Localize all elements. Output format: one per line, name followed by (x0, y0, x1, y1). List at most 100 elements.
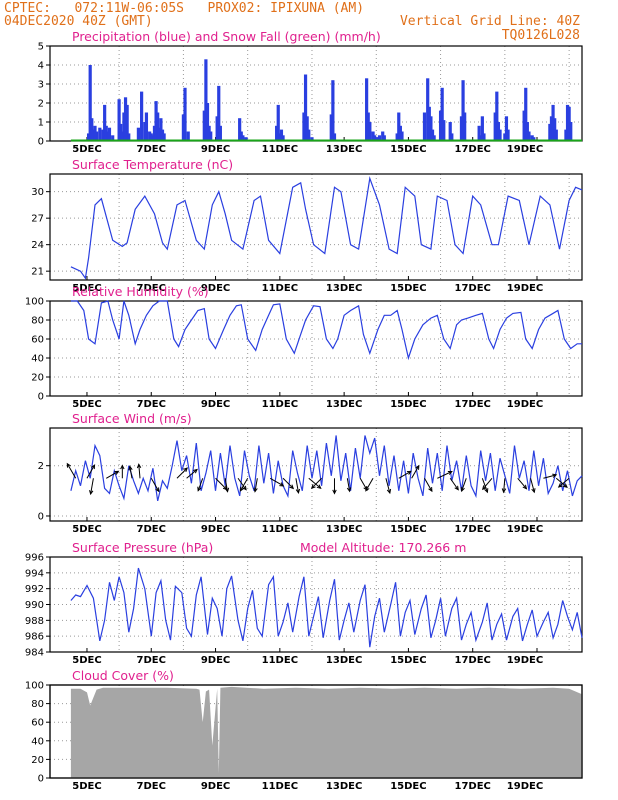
y-tick-label: 4 (38, 61, 44, 72)
wind-arrow (501, 478, 507, 494)
precip-bar (125, 104, 129, 141)
wind-arrow-head (406, 470, 412, 475)
y-tick-label: 60 (31, 335, 44, 346)
y-tick-label: 0 (38, 774, 44, 785)
precip-bar (127, 133, 131, 141)
precip-bar (205, 103, 210, 141)
precip-bar (156, 112, 160, 141)
x-tick-label: 7DEC (137, 524, 166, 535)
precip-bar (101, 129, 105, 141)
x-tick-label: 15DEC (390, 781, 426, 792)
wind-arrow (398, 470, 412, 479)
x-tick-label: 13DEC (326, 283, 362, 294)
x-tick-label: 13DEC (326, 399, 362, 410)
wind-arrow (89, 478, 94, 496)
wind-arrow-shaft (543, 474, 557, 479)
precip-bar (496, 122, 501, 141)
precip-bar (569, 122, 573, 141)
x-tick-label: 9DEC (201, 144, 230, 155)
x-tick-label: 5DEC (72, 781, 101, 792)
x-tick-label: 11DEC (262, 144, 298, 155)
x-tick-label: 7DEC (137, 655, 166, 666)
precip-bar (204, 59, 208, 141)
wind-arrow (186, 468, 198, 479)
wind-arrow (282, 477, 295, 490)
y-tick-label: 30 (31, 187, 44, 198)
y-tick-label: 60 (31, 718, 44, 729)
precip-bar (217, 85, 221, 141)
plot-frame (49, 300, 583, 397)
wind-arrow (449, 477, 459, 491)
precip-bar (241, 135, 245, 141)
pressure-series-line (70, 567, 583, 648)
x-tick-label: 9DEC (201, 283, 230, 294)
wind-arrow-head (239, 486, 245, 492)
precip-bar (181, 114, 186, 141)
precip-bar (506, 129, 510, 141)
wind-arrow (269, 477, 285, 487)
wind-arrow (253, 478, 258, 493)
x-tick-label: 5DEC (72, 655, 101, 666)
wind-arrow-shaft (461, 478, 467, 492)
precip-bar (371, 131, 375, 141)
y-tick-label: 20 (31, 755, 44, 766)
wind-arrow-shaft (555, 477, 568, 488)
x-tick-label: 13DEC (326, 781, 362, 792)
plot-frame-top (49, 684, 583, 779)
x-tick-label: 17DEC (455, 283, 491, 294)
wind-arrow (557, 477, 570, 488)
wind-arrow (437, 470, 453, 479)
wind-arrow-head (120, 464, 125, 470)
panel-precip: 0 1 2 3 4 5 5DEC 7DEC 9DEC 11DEC 13DEC 15DEC 17DEC 19… (38, 29, 583, 155)
wind-arrow-head (552, 473, 558, 478)
x-tick-label: 13DEC (326, 524, 362, 535)
x-tick-label: 7DEC (137, 781, 166, 792)
wind-arrow (555, 477, 568, 489)
precip-bar (480, 116, 484, 141)
panel-title: Surface Pressure (hPa) (72, 540, 213, 555)
wind-arrow-head (89, 490, 94, 496)
panel-wind: 0 2 5DEC 7DEC 9DEC 11DEC 13DEC 15DEC 17DEC 19DEC S… (38, 411, 583, 535)
x-tick-label: 7DEC (137, 399, 166, 410)
precip-bar (440, 87, 444, 141)
precip-bar (463, 112, 467, 141)
precip-bar (151, 135, 155, 141)
wind-arrow-shaft (449, 477, 459, 491)
x-tick-label: 15DEC (390, 655, 426, 666)
cloud-cover-area (70, 686, 583, 778)
precip-bar (381, 131, 385, 141)
precip-bar (450, 133, 454, 141)
precip-bar (305, 116, 309, 141)
wind-arrow-head (224, 487, 230, 493)
wind-arrow-head (365, 486, 370, 492)
precip-bar (527, 131, 531, 141)
x-tick-label: 15DEC (390, 144, 426, 155)
precip-bar (377, 135, 382, 141)
wind-arrow-head (557, 483, 563, 488)
header-model-code: TQ0126L028 (501, 28, 580, 43)
precip-bar (93, 125, 97, 141)
wind-arrow-head (386, 488, 392, 495)
precip-bar (504, 116, 509, 141)
precip-bar (564, 129, 568, 141)
precip-bar (303, 74, 308, 141)
panel-cloud: 0 20 40 60 80 100 5DEC 7DEC 9DEC 11DEC 13DEC 15DEC 1… (25, 668, 583, 792)
x-tick-label: 9DEC (201, 781, 230, 792)
precip-bar (275, 125, 279, 141)
x-tick-label: 9DEC (201, 524, 230, 535)
wind-arrow-head (501, 488, 507, 494)
precip-bar (119, 123, 123, 141)
wind-arrow-head (454, 485, 459, 491)
wind-arrow (128, 465, 133, 479)
precip-bar (239, 131, 243, 141)
wind-arrow (136, 463, 142, 479)
panel-temp: 21 24 27 30 5DEC 7DEC 9DEC 11DEC 13DEC 15DEC 17DEC… (31, 157, 583, 294)
wind-arrow-shaft (237, 477, 247, 491)
x-tick-label: 13DEC (326, 144, 362, 155)
precip-bar (136, 127, 140, 141)
wind-arrow (517, 477, 528, 490)
precip-bar (398, 125, 402, 141)
precip-bar (279, 129, 284, 141)
panel-pressure: 984 986 988 990 992 994 996 5DEC 7DEC 9DEC 11DEC 13… (25, 540, 583, 666)
